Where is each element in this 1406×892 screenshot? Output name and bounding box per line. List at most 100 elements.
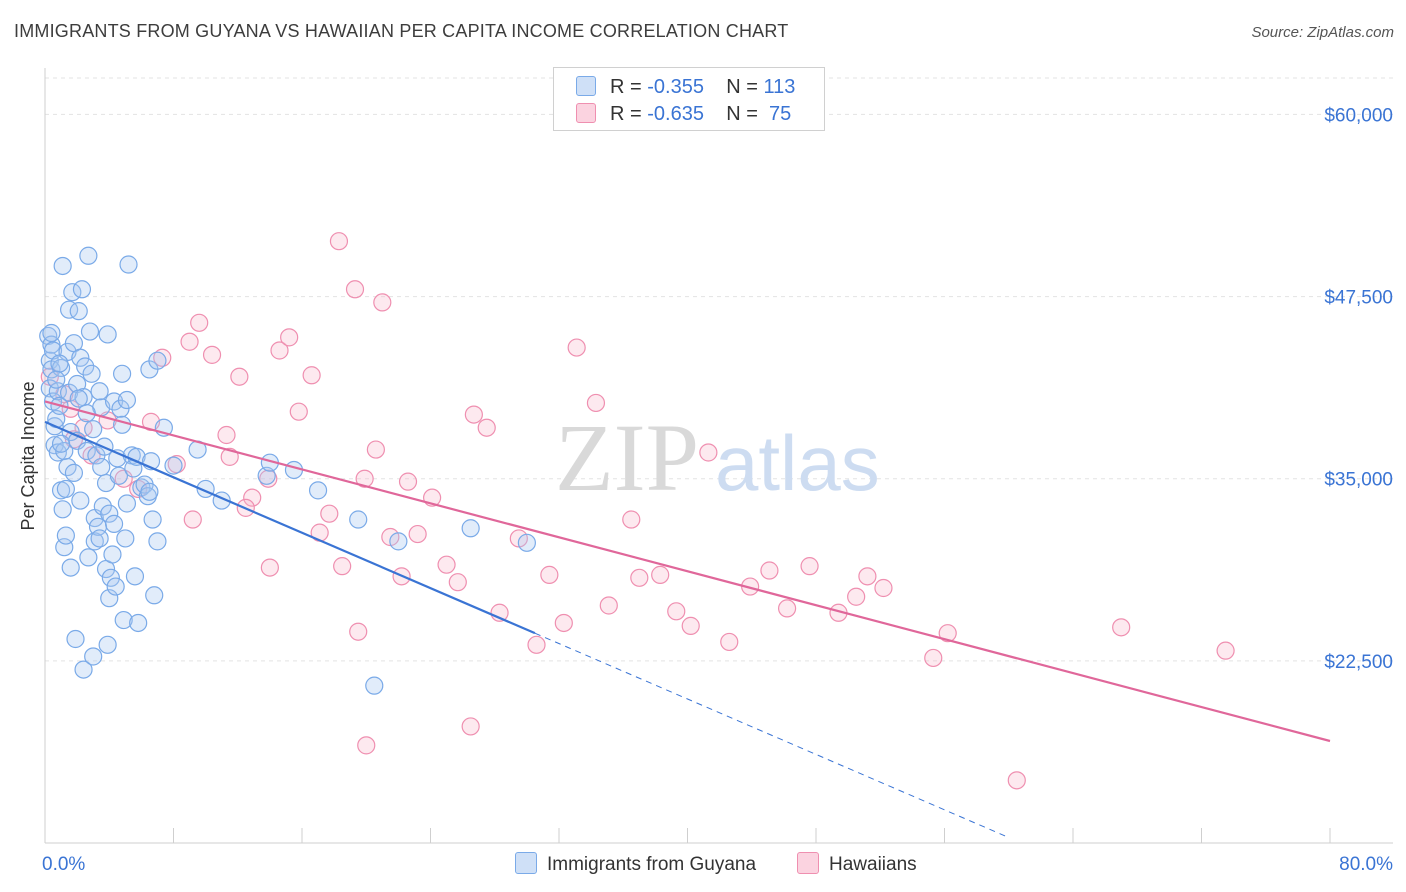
data-point — [874, 578, 893, 598]
data-point — [667, 602, 686, 621]
data-point — [47, 370, 66, 389]
data-point — [308, 481, 328, 500]
data-point — [106, 577, 125, 596]
data-point — [349, 622, 368, 641]
y-tick-label: $22,500 — [1324, 652, 1393, 673]
data-point — [80, 322, 100, 341]
data-point — [1216, 641, 1235, 660]
y-tick-label: $60,000 — [1324, 105, 1393, 126]
data-point — [100, 589, 119, 608]
data-point — [630, 568, 649, 587]
data-point — [104, 514, 124, 533]
watermark-zip: ZIP — [555, 404, 699, 511]
bottom-legend-guyana: Immigrants from Guyana — [515, 852, 756, 876]
data-point — [924, 648, 943, 668]
data-point — [112, 415, 132, 434]
y-tick-label: $47,500 — [1324, 288, 1393, 309]
data-point — [437, 555, 456, 574]
chart-title: IMMIGRANTS FROM GUYANA VS HAWAIIAN PER C… — [14, 21, 789, 41]
data-point — [93, 497, 112, 516]
trend-line-extension — [534, 632, 1009, 838]
legend-n-value: 113 — [763, 76, 796, 98]
data-point — [183, 510, 202, 529]
data-point — [59, 300, 79, 319]
x-tick-label: 80.0% — [1339, 854, 1393, 875]
data-point — [389, 532, 408, 551]
source-label: Source: ZipAtlas.com — [1251, 24, 1394, 41]
data-point — [320, 504, 339, 523]
data-point — [373, 293, 392, 312]
legend-row-hawaiians: R = -0.635 N = 75 — [576, 103, 791, 126]
legend-r-label: R = — [610, 76, 642, 98]
data-point — [77, 441, 96, 461]
data-point — [84, 420, 103, 439]
data-point — [103, 545, 122, 564]
data-point — [125, 567, 145, 586]
data-point — [66, 629, 85, 649]
y-axis-label: Per Capita Income — [18, 381, 38, 530]
gridlines — [45, 77, 1393, 662]
data-point — [938, 624, 957, 643]
data-point — [98, 325, 117, 344]
data-point — [858, 567, 877, 586]
data-point — [220, 447, 239, 466]
data-point — [329, 232, 349, 251]
data-point — [55, 538, 74, 557]
data-point — [117, 390, 137, 410]
data-point — [69, 302, 88, 321]
data-point — [349, 510, 368, 529]
data-point — [98, 635, 117, 654]
data-point — [302, 366, 321, 385]
data-point — [202, 345, 222, 364]
data-point — [800, 557, 819, 576]
data-point — [72, 280, 92, 299]
data-point — [71, 348, 90, 367]
data-point — [145, 586, 164, 605]
data-point — [280, 328, 299, 347]
bottom-legend-label: Hawaiians — [829, 854, 917, 875]
data-point — [74, 660, 93, 679]
data-point — [51, 434, 71, 453]
data-point — [117, 494, 137, 513]
data-point — [289, 402, 308, 421]
data-point — [243, 488, 262, 507]
data-point — [109, 466, 128, 485]
legend-n-label: N = — [726, 103, 758, 125]
data-point — [230, 367, 249, 386]
data-point — [129, 613, 148, 633]
data-point — [651, 565, 670, 584]
data-point — [116, 529, 135, 548]
data-point — [85, 532, 104, 551]
data-point — [365, 676, 384, 695]
data-point — [84, 647, 103, 666]
data-point — [143, 510, 162, 529]
watermark: ZIP atlas — [555, 404, 880, 511]
data-point — [217, 425, 236, 445]
data-point — [408, 524, 427, 544]
data-point — [90, 529, 109, 548]
legend-r-value: -0.355 — [647, 76, 704, 98]
data-point — [53, 256, 72, 276]
legend-r-value: -0.635 — [647, 103, 704, 125]
data-point — [164, 456, 183, 475]
y-tick-label: $35,000 — [1324, 470, 1393, 491]
data-point — [50, 354, 69, 373]
data-point — [100, 504, 119, 523]
bottom-legend-swatch-hawaiians — [797, 852, 819, 874]
data-point — [64, 463, 84, 482]
x-tick-label: 0.0% — [42, 854, 85, 875]
data-point — [148, 351, 167, 370]
data-point — [540, 565, 559, 584]
data-point — [333, 557, 352, 576]
data-point — [760, 561, 779, 580]
watermark-atlas: atlas — [715, 419, 880, 507]
data-point — [847, 587, 866, 606]
legend-n-value: 75 — [769, 103, 792, 125]
axes — [44, 68, 1393, 844]
data-point — [190, 313, 209, 332]
data-point — [681, 616, 700, 635]
legend-swatch-hawaiians — [576, 103, 596, 123]
data-point — [260, 558, 279, 577]
trend-lines — [44, 400, 1331, 838]
data-point — [82, 364, 101, 383]
